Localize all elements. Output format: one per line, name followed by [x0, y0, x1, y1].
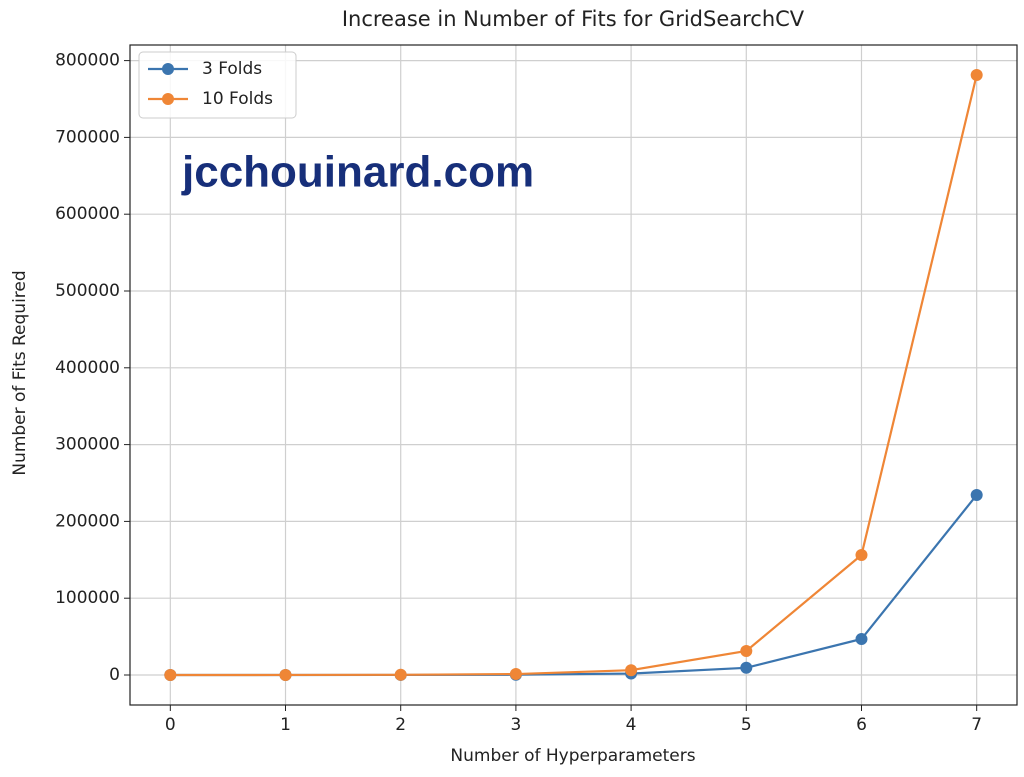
data-point: [855, 633, 868, 645]
y-tick-label: 200000: [55, 511, 120, 531]
x-tick-label: 2: [395, 715, 406, 735]
y-tick-label: 700000: [55, 127, 120, 147]
legend-marker: [162, 63, 174, 75]
data-line: [170, 74, 978, 677]
x-tick-label: 4: [626, 715, 637, 735]
data-point: [740, 645, 753, 657]
plot-frame: [129, 44, 1018, 706]
x-tick-label: 6: [856, 715, 867, 735]
y-tick-label: 100000: [55, 588, 120, 608]
legend-label: 10 Folds: [202, 89, 273, 109]
x-tick-label: 5: [741, 715, 752, 735]
chart-title: Increase in Number of Fits for GridSearc…: [342, 7, 805, 31]
x-tick-label: 3: [510, 715, 521, 735]
data-point: [164, 668, 177, 681]
y-axis-label: Number of Fits Required: [10, 270, 30, 475]
data-point: [509, 668, 522, 681]
x-tick-label: 7: [971, 715, 982, 735]
y-tick-label: 0: [109, 665, 120, 685]
legend-marker: [162, 93, 174, 105]
y-tick-label: 800000: [55, 51, 120, 71]
x-tick-label: 1: [280, 715, 291, 735]
watermark: jcchouinard.com: [181, 148, 534, 197]
x-axis-label: Number of Hyperparameters: [450, 746, 695, 766]
data-point: [625, 664, 638, 677]
y-tick-label: 600000: [55, 204, 120, 224]
y-tick-label: 500000: [55, 281, 120, 301]
data-point: [394, 668, 407, 681]
data-point: [855, 549, 868, 561]
data-point: [740, 661, 753, 674]
x-tick-label: 0: [165, 715, 176, 735]
y-tick-label: 400000: [55, 358, 120, 378]
y-tick-label: 300000: [55, 435, 120, 455]
data-point: [279, 668, 292, 681]
data-point: [970, 69, 983, 81]
data-point: [970, 489, 983, 501]
legend-label: 3 Folds: [202, 59, 262, 79]
